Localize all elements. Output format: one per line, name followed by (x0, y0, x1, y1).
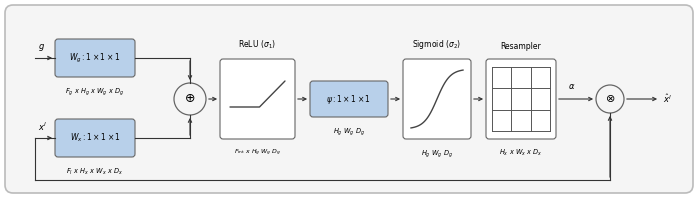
Text: $H_x$ x $W_x$ x $D_x$: $H_x$ x $W_x$ x $D_x$ (499, 148, 542, 158)
FancyBboxPatch shape (5, 5, 693, 193)
Text: $W_x: 1\times1\times1$: $W_x: 1\times1\times1$ (69, 132, 120, 144)
Text: Sigmoid ($\sigma_2$): Sigmoid ($\sigma_2$) (412, 38, 461, 51)
Text: ReLU ($\sigma_1$): ReLU ($\sigma_1$) (239, 38, 276, 51)
Text: $g$: $g$ (38, 42, 45, 53)
FancyBboxPatch shape (403, 59, 471, 139)
Text: $\alpha$: $\alpha$ (568, 82, 575, 91)
FancyBboxPatch shape (55, 39, 135, 77)
Text: $F_l$ x $H_x$ x $W_x$ x $D_x$: $F_l$ x $H_x$ x $W_x$ x $D_x$ (66, 167, 123, 177)
FancyBboxPatch shape (486, 59, 556, 139)
Text: $\psi: 1\times1\times1$: $\psi: 1\times1\times1$ (326, 92, 372, 106)
Text: $\otimes$: $\otimes$ (605, 93, 615, 105)
FancyBboxPatch shape (55, 119, 135, 157)
Text: $F_g$ x $H_g$ x $W_g$ x $D_g$: $F_g$ x $H_g$ x $W_g$ x $D_g$ (66, 87, 125, 98)
FancyBboxPatch shape (220, 59, 295, 139)
Text: $H_g$ $W_g$ $D_g$: $H_g$ $W_g$ $D_g$ (421, 148, 453, 160)
Text: $W_g: 1\times1\times1$: $W_g: 1\times1\times1$ (69, 51, 120, 65)
FancyBboxPatch shape (310, 81, 388, 117)
Text: $x^l$: $x^l$ (38, 121, 47, 133)
Text: $H_g$ $W_g$ $D_g$: $H_g$ $W_g$ $D_g$ (333, 126, 365, 137)
Text: $F_{\mathrm{int}}$ x $H_g$ $W_g$ $D_g$: $F_{\mathrm{int}}$ x $H_g$ $W_g$ $D_g$ (234, 148, 281, 158)
Text: $\hat{x}^l$: $\hat{x}^l$ (663, 93, 672, 105)
Text: Resampler: Resampler (500, 42, 541, 51)
Text: $\oplus$: $\oplus$ (184, 92, 195, 106)
